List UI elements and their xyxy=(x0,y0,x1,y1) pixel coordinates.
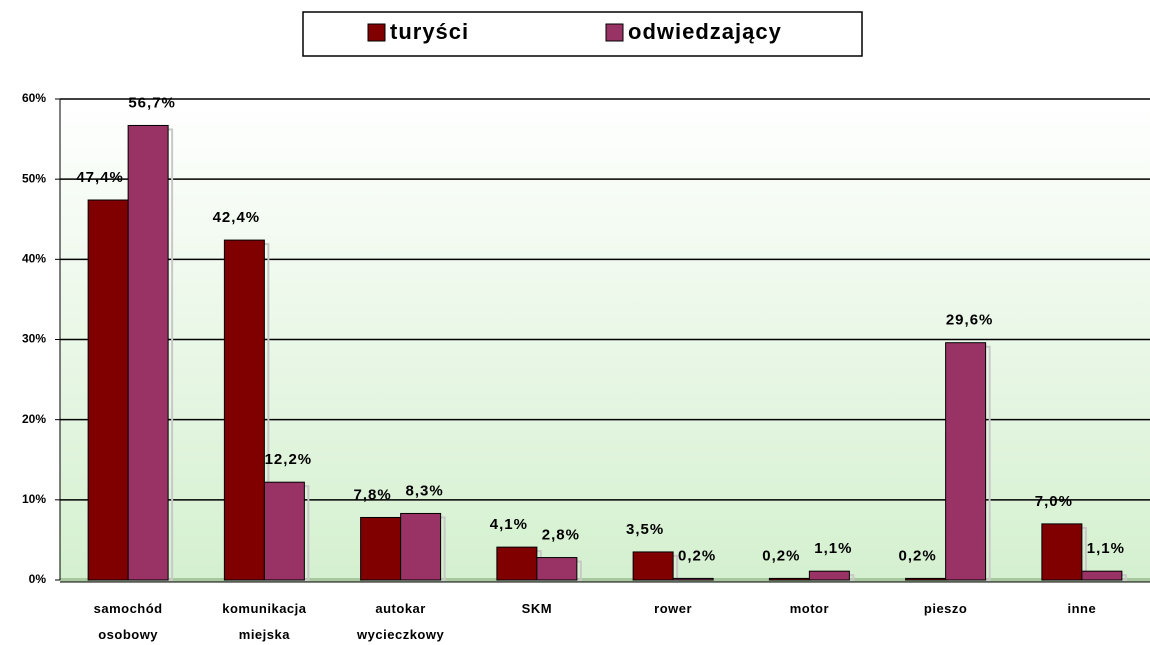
bar xyxy=(808,570,850,581)
data-label: 7,0% xyxy=(1035,493,1073,510)
data-label: 3,5% xyxy=(626,521,664,538)
floor xyxy=(60,578,1150,582)
bar xyxy=(360,516,402,581)
x-tick-label: pieszo xyxy=(923,601,968,616)
data-label: 1,1% xyxy=(814,540,852,557)
bar xyxy=(87,199,129,581)
legend-swatch xyxy=(367,23,386,42)
y-tick-label: 60% xyxy=(22,91,46,105)
data-label: 0,2% xyxy=(678,547,716,564)
x-tick-label: rower xyxy=(654,601,693,616)
y-tick-label: 30% xyxy=(22,332,46,346)
bar xyxy=(1041,523,1083,581)
data-label: 56,7% xyxy=(128,94,176,111)
y-tick-label: 20% xyxy=(22,412,46,426)
data-label: 0,2% xyxy=(762,547,800,564)
y-tick-label: 0% xyxy=(29,572,47,586)
x-tick-label: komunikacja miejska xyxy=(222,601,307,642)
y-tick-label: 50% xyxy=(22,171,46,185)
data-label: 8,3% xyxy=(406,482,444,499)
x-tick-label: inne xyxy=(1067,601,1097,616)
bar xyxy=(536,557,578,581)
legend-swatch xyxy=(605,23,624,42)
data-label: 0,2% xyxy=(899,547,937,564)
bar xyxy=(945,342,987,581)
bar xyxy=(400,512,442,581)
x-tick-label: motor xyxy=(789,601,830,616)
data-label: 47,4% xyxy=(76,169,124,186)
y-tick-label: 10% xyxy=(22,492,46,506)
legend-label: turyści xyxy=(390,19,469,44)
data-label: 1,1% xyxy=(1087,540,1125,557)
bar xyxy=(263,481,305,581)
bar xyxy=(672,577,714,581)
data-label: 42,4% xyxy=(213,209,261,226)
x-tick-label: autokar wycieczkowy xyxy=(357,601,445,642)
data-label: 29,6% xyxy=(946,312,994,329)
y-tick-label: 40% xyxy=(22,252,46,266)
legend-box xyxy=(302,11,863,57)
x-tick-label: samochód osobowy xyxy=(93,601,163,642)
bar xyxy=(127,124,169,581)
bar xyxy=(905,577,947,581)
bar xyxy=(632,551,674,581)
bar xyxy=(223,239,265,581)
data-label: 12,2% xyxy=(265,451,313,468)
bar xyxy=(496,546,538,581)
legend-label: odwiedzający xyxy=(628,19,782,44)
bar xyxy=(768,577,810,581)
data-label: 2,8% xyxy=(542,527,580,544)
bar xyxy=(1081,570,1123,581)
x-tick-label: SKM xyxy=(521,601,553,616)
data-label: 4,1% xyxy=(490,516,528,533)
data-label: 7,8% xyxy=(354,486,392,503)
